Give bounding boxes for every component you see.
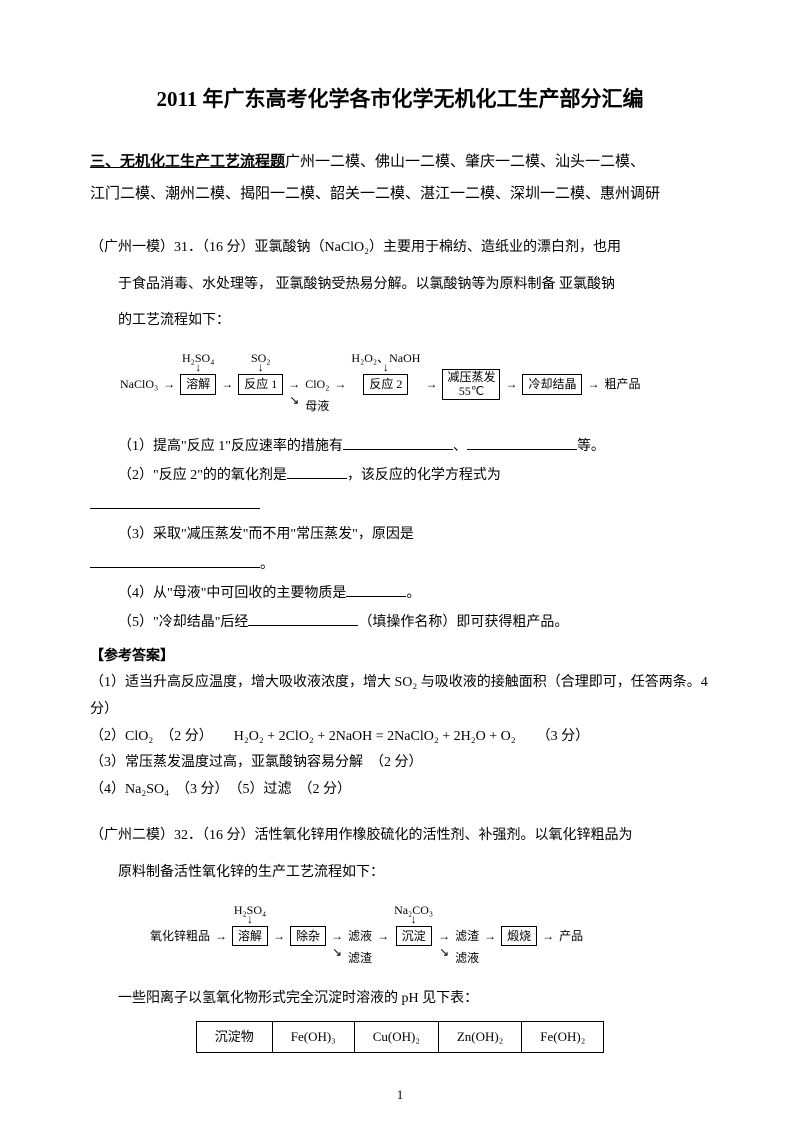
q1-sub2-blank xyxy=(90,491,710,520)
arrow-icon: → xyxy=(541,925,555,948)
q1-line1: （广州一模）31．（16 分）亚氯酸钠（NaClO₂）主要用于棉纺、造纸业的漂白… xyxy=(90,233,710,264)
arrow-icon: → xyxy=(376,925,390,948)
section-sources-2: 江门二模、潮州二模、揭阳一二模、韶关一二模、湛江一二模、深圳一二模、惠州调研 xyxy=(90,180,710,209)
answer-1: （1）适当升高反应温度，增大吸收液浓度，增大 SO₂ 与吸收液的接触面积（合理即… xyxy=(90,670,710,723)
ph-col0: 沉淀物 xyxy=(196,1021,272,1053)
answer-3: （3）常压蒸发温度过高，亚氯酸钠容易分解 （2 分） xyxy=(90,750,710,777)
q1-sub3-blank: 。 xyxy=(90,550,710,579)
arrow-icon: → xyxy=(162,373,176,396)
q2-branch-filtrate2: 滤液 xyxy=(455,947,479,970)
branch-arrow-icon: ↘ xyxy=(439,947,449,961)
down-arrow-icon: ↓ xyxy=(411,915,417,925)
q1-sub3-a: （3）采取"减压蒸发"而不用"常压蒸发"，原因是 xyxy=(118,527,414,542)
q2-branch-residue1: 滤渣 xyxy=(348,947,372,970)
arrow-icon: → xyxy=(330,925,344,948)
down-arrow-icon: ↓ xyxy=(258,363,264,373)
doc-title: 2011 年广东高考化学各市化学无机化工生产部分汇编 xyxy=(90,80,710,120)
answers-heading: 【参考答案】 xyxy=(90,644,710,671)
q2-node-filtrate1: 滤液 xyxy=(348,925,372,948)
arrow-icon: → xyxy=(424,373,438,396)
q1-sub1-b: 、 xyxy=(453,439,467,454)
q1-sub1-a: （1）提高"反应 1"反应速率的措施有 xyxy=(118,439,343,454)
q1-sub2-a: （2）"反应 2"的的氧化剂是 xyxy=(118,468,287,483)
q2-step-dissolve: 溶解 xyxy=(232,926,268,947)
q1-line2: 于食品消毒、水处理等， 亚氯酸钠受热易分解。以氯酸钠等为原料制备 亚氯酸钠 xyxy=(90,270,710,301)
q1-sub5-a: （5）"冷却结晶"后经 xyxy=(118,615,248,630)
arrow-icon: → xyxy=(437,925,451,948)
q1-sub2-b: ，该反应的化学方程式为 xyxy=(347,468,501,483)
q1-sub4: （4）从"母液"中可回收的主要物质是 。 xyxy=(90,579,710,608)
q1-step-evap-l2: 55℃ xyxy=(459,384,484,398)
ph-col4: Fe(OH)₂ xyxy=(522,1021,604,1053)
branch-arrow-icon: ↘ xyxy=(332,947,342,961)
q1-sub1: （1）提高"反应 1"反应速率的措施有 、 等。 xyxy=(90,432,710,461)
q2-tail: 一些阳离子以氢氧化物形式完全沉淀时溶液的 pH 见下表： xyxy=(90,984,710,1015)
arrow-icon: → xyxy=(586,373,600,396)
q1-step-evap-l1: 减压蒸发 xyxy=(447,370,495,384)
q1-step-rxn2: 反应 2 xyxy=(363,374,408,395)
q1-sub5-b: （填操作名称）即可获得粗产品。 xyxy=(358,615,568,630)
q2-step-calcine: 煅烧 xyxy=(501,926,537,947)
arrow-icon: → xyxy=(333,373,347,396)
q1-node-in1: NaClO₃ xyxy=(120,373,158,396)
q1-node-out: 粗产品 xyxy=(604,373,640,396)
q1-step-evap: 减压蒸发 55℃ xyxy=(442,369,500,400)
page-root: 2011 年广东高考化学各市化学无机化工生产部分汇编 三、无机化工生产工艺流程题… xyxy=(0,0,800,1148)
section-lead: 三、无机化工生产工艺流程题 xyxy=(90,154,285,170)
q1-sub5: （5）"冷却结晶"后经 （填操作名称）即可获得粗产品。 xyxy=(90,608,710,637)
arrow-icon: → xyxy=(272,925,286,948)
ph-col1: Fe(OH)₃ xyxy=(272,1021,354,1053)
q2-flow-diagram: 氧化锌粗品 → H₂SO₄ ↓ 溶解 → 除杂 → ↘ 滤液 滤渣 xyxy=(90,899,710,970)
ph-col3: Zn(OH)₂ xyxy=(438,1021,521,1053)
q2-step-precip: 沉淀 xyxy=(396,926,432,947)
arrow-icon: → xyxy=(220,373,234,396)
q1-node-clo2: ClO₂ xyxy=(305,373,329,396)
q2-node-in1: 氧化锌粗品 xyxy=(150,925,210,948)
arrow-icon: → xyxy=(483,925,497,948)
table-row: 沉淀物 Fe(OH)₃ Cu(OH)₂ Zn(OH)₂ Fe(OH)₂ xyxy=(196,1021,604,1053)
down-arrow-icon: ↓ xyxy=(247,915,253,925)
q1-sub1-c: 等。 xyxy=(577,439,605,454)
q2-node-out: 产品 xyxy=(559,925,583,948)
down-arrow-icon: ↓ xyxy=(195,363,201,373)
answer-4: （4）Na₂SO₄ （3 分） （5）过滤 （2 分） xyxy=(90,777,710,804)
q1-sub3: （3）采取"减压蒸发"而不用"常压蒸发"，原因是 xyxy=(90,520,710,549)
q1-sub3-b: 。 xyxy=(260,557,274,572)
arrow-icon: → xyxy=(504,373,518,396)
q1-branch-muye: 母液 xyxy=(305,395,329,418)
q1-sub4-b: 。 xyxy=(406,586,420,601)
q2-line2: 原料制备活性氧化锌的生产工艺流程如下： xyxy=(90,858,710,889)
q1-line3: 的工艺流程如下： xyxy=(90,306,710,337)
q1-step-dissolve: 溶解 xyxy=(180,374,216,395)
section-sources-1: 广州一二模、佛山一二模、肇庆一二模、汕头一二模、 xyxy=(285,154,645,170)
ph-col2: Cu(OH)₂ xyxy=(354,1021,438,1053)
section-header: 三、无机化工生产工艺流程题广州一二模、佛山一二模、肇庆一二模、汕头一二模、 xyxy=(90,148,710,177)
branch-arrow-icon: ↘ xyxy=(289,395,299,409)
down-arrow-icon: ↓ xyxy=(383,363,389,373)
arrow-icon: → xyxy=(214,925,228,948)
q2-node-residue2: 滤渣 xyxy=(455,925,479,948)
q1-sub4-a: （4）从"母液"中可回收的主要物质是 xyxy=(118,586,346,601)
q2-line1: （广州二模）32．（16 分）活性氧化锌用作橡胶硫化的活性剂、补强剂。以氧化锌粗… xyxy=(90,821,710,852)
q1-sub2: （2）"反应 2"的的氧化剂是 ，该反应的化学方程式为 xyxy=(90,461,710,490)
q1-step-rxn1: 反应 1 xyxy=(238,374,283,395)
page-number: 1 xyxy=(90,1083,710,1108)
arrow-icon: → xyxy=(287,373,301,396)
q1-step-crystal: 冷却结晶 xyxy=(522,374,582,395)
ph-table: 沉淀物 Fe(OH)₃ Cu(OH)₂ Zn(OH)₂ Fe(OH)₂ xyxy=(196,1021,605,1054)
answer-2: （2）ClO₂ （2 分） H₂O₂ + 2ClO₂ + 2NaOH = 2Na… xyxy=(90,724,710,751)
q2-step-purify: 除杂 xyxy=(290,926,326,947)
q1-flow-diagram: NaClO₃ → H₂SO₄ ↓ 溶解 → SO₂ ↓ 反应 1 → ↘ xyxy=(90,347,710,418)
